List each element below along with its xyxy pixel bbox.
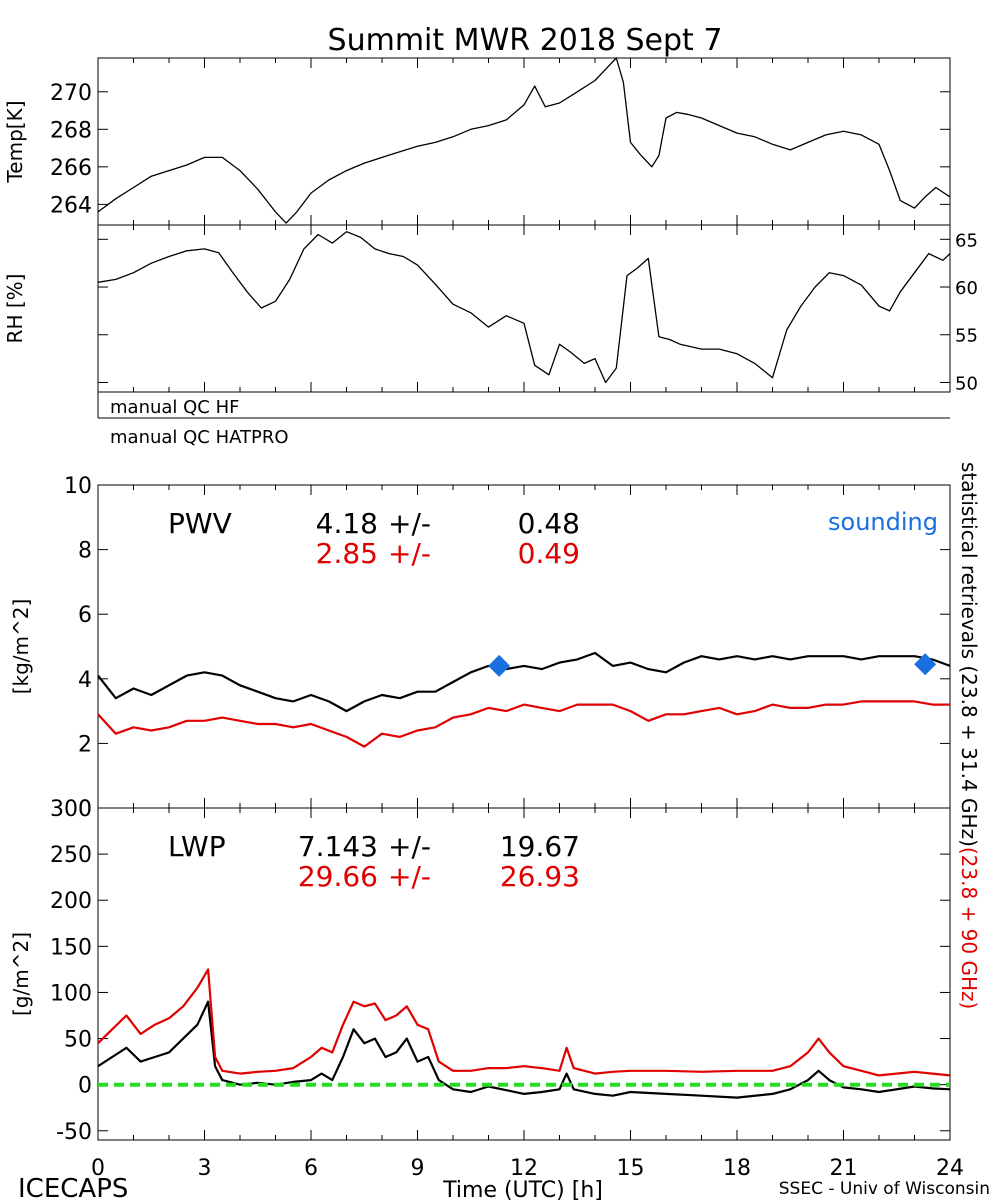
stat-pm: +/-	[388, 507, 431, 540]
right-label-red: (23.8 + 90 GHz)	[957, 847, 981, 1009]
y-axis-label: [g/m^2]	[9, 932, 33, 1016]
y-tick-label: 4	[78, 668, 92, 693]
panel-frame	[97, 224, 951, 393]
panel-temperature: 264 266 268 270 Temp[K]	[3, 57, 951, 226]
y-tick-label: 55	[955, 326, 978, 347]
sounding-marker	[914, 653, 937, 676]
x-tick-label: 9	[411, 1156, 425, 1181]
stat-sd: 26.93	[500, 860, 580, 893]
x-tick-label: 24	[936, 1156, 964, 1181]
series-black-line	[97, 231, 951, 384]
xaxis-label: Time (UTC) [h]	[442, 1178, 603, 1200]
series-red-line	[97, 968, 951, 1077]
footer-right: SSEC - Univ of Wisconsin	[779, 1179, 990, 1199]
y-tick-label: 0	[78, 1074, 92, 1099]
y-tick-label: 50	[64, 1028, 92, 1053]
right-side-label: statistical retrievals (23.8 + 31.4 GHz)…	[957, 462, 981, 1009]
footer-left: ICECAPS	[18, 1174, 128, 1200]
y-tick-label: 270	[50, 81, 92, 106]
y-tick-label: 60	[955, 278, 978, 299]
y-tick-label: 264	[50, 193, 92, 218]
x-tick-label: 3	[198, 1156, 212, 1181]
qc-label-hf: manual QC HF	[110, 397, 239, 418]
x-tick-label: 12	[510, 1156, 538, 1181]
stat-mean: 7.143	[298, 830, 378, 863]
stat-mean: 2.85	[316, 537, 378, 570]
sounding-marker	[488, 654, 511, 677]
stat-mean: 4.18	[316, 507, 378, 540]
x-tick-label: 0	[91, 1156, 105, 1181]
y-axis-label: RH [%]	[3, 274, 27, 344]
x-tick-label: 15	[617, 1156, 645, 1181]
panel-relative-humidity: 50 55 60 65 RH [%]	[3, 224, 978, 394]
y-tick-label: 8	[78, 539, 92, 564]
stat-pm: +/-	[388, 830, 431, 863]
y-tick-label: 200	[50, 889, 92, 914]
y-tick-label: 300	[50, 797, 92, 822]
x-tick-label: 21	[830, 1156, 858, 1181]
y-tick-label: 266	[50, 156, 92, 181]
panel-pwv: 0 2 4 6 8 10 [kg/m^2] PWV 4.18 +/- 0.48 2.85 +/- 0.49…	[9, 474, 951, 822]
y-tick-label: 10	[64, 474, 92, 499]
y-tick-label: 250	[50, 843, 92, 868]
panel-lwp: -50 0 50 100 150 200 250 300 [g/m^2] 0 3 6 9 12 15 18 21…	[9, 797, 964, 1181]
series-black-line	[97, 651, 951, 713]
y-axis-label: Temp[K]	[3, 100, 27, 183]
stat-pm: +/-	[388, 860, 431, 893]
stat-pm: +/-	[388, 537, 431, 570]
y-tick-label: -50	[56, 1120, 92, 1145]
y-tick-label: 100	[50, 981, 92, 1006]
y-tick-label: 0	[78, 797, 92, 822]
qc-label-hatpro: manual QC HATPRO	[110, 427, 289, 448]
x-tick-label: 18	[723, 1156, 751, 1181]
chart-title: Summit MWR 2018 Sept 7	[328, 23, 723, 58]
y-tick-label: 268	[50, 118, 92, 143]
series-red-line	[97, 700, 950, 748]
y-tick-label: 150	[50, 935, 92, 960]
stat-sd: 0.49	[518, 537, 580, 570]
y-tick-label: 2	[78, 732, 92, 757]
stat-mean: 29.66	[298, 860, 378, 893]
y-tick-label: 65	[955, 230, 978, 251]
series-black-line	[97, 57, 951, 224]
right-label-black: statistical retrievals (23.8 + 31.4 GHz)	[957, 462, 981, 847]
y-tick-label: 50	[955, 373, 978, 394]
y-tick-label: 6	[78, 603, 92, 628]
panel-label: PWV	[168, 507, 232, 540]
panel-label: LWP	[168, 830, 226, 863]
legend-sounding: sounding	[828, 508, 938, 536]
stat-sd: 0.48	[518, 507, 580, 540]
panel-frame	[97, 57, 951, 226]
y-axis-label: [kg/m^2]	[9, 599, 33, 695]
stat-sd: 19.67	[500, 830, 580, 863]
x-tick-label: 6	[304, 1156, 318, 1181]
